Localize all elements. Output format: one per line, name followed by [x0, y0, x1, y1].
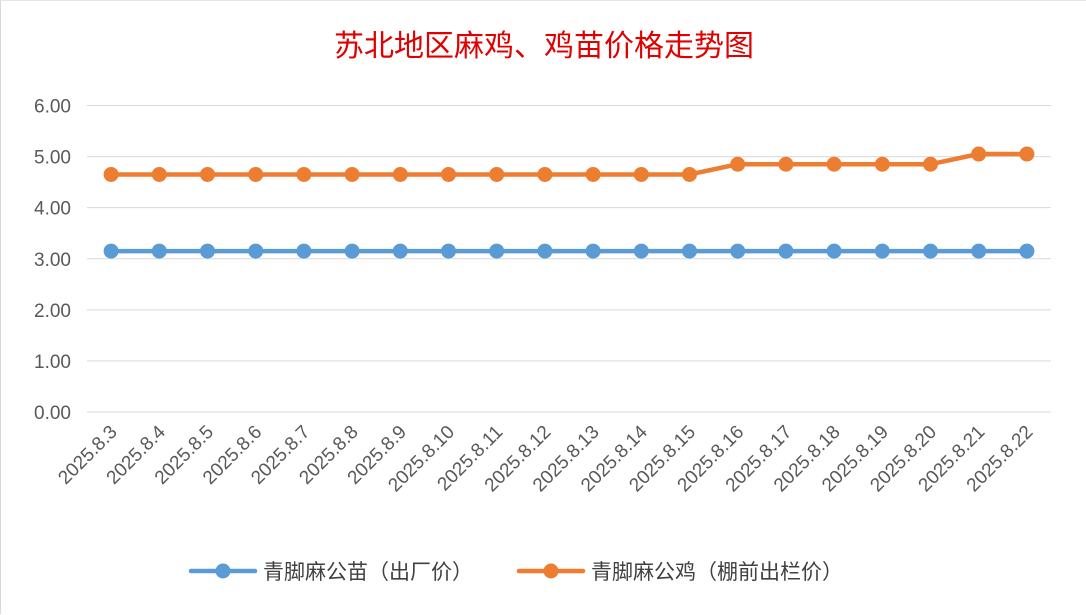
- data-point: [392, 243, 408, 259]
- y-tick-label: 1.00: [34, 352, 71, 373]
- legend-label: 青脚麻公鸡（棚前出栏价）: [591, 560, 843, 584]
- data-point: [971, 243, 987, 259]
- legend-marker: [543, 563, 559, 579]
- data-point: [826, 243, 842, 259]
- data-point: [248, 243, 264, 259]
- gridlines: [87, 105, 1051, 413]
- series-line: [108, 151, 1030, 177]
- data-point: [344, 166, 360, 182]
- data-point: [1019, 243, 1035, 259]
- data-point: [633, 166, 649, 182]
- y-tick-label: 6.00: [34, 97, 71, 118]
- data-point: [778, 156, 794, 172]
- legend-marker: [215, 563, 231, 579]
- data-point: [392, 166, 408, 182]
- data-point: [874, 243, 890, 259]
- data-point: [441, 243, 456, 259]
- y-tick-label: 5.00: [34, 148, 71, 169]
- data-point: [248, 166, 264, 182]
- data-point: [633, 243, 649, 259]
- legend: 青脚麻公苗（出厂价） 青脚麻公鸡（棚前出栏价）: [188, 560, 843, 584]
- data-point: [730, 156, 746, 172]
- data-point: [200, 243, 215, 259]
- data-point: [971, 146, 987, 162]
- data-point: [344, 243, 360, 259]
- data-point: [151, 243, 167, 259]
- data-point: [296, 166, 312, 182]
- y-tick-label: 4.00: [34, 199, 71, 220]
- data-point: [537, 166, 553, 182]
- data-point: [874, 156, 890, 172]
- data-point: [537, 243, 553, 259]
- data-point: [296, 243, 312, 259]
- chart-title: 苏北地区麻鸡、鸡苗价格走势图: [334, 29, 754, 64]
- data-point: [103, 166, 119, 182]
- data-point: [1019, 146, 1035, 162]
- data-point: [923, 156, 938, 172]
- data-point: [585, 166, 601, 182]
- data-point: [923, 243, 938, 259]
- data-point: [103, 243, 119, 259]
- legend-label: 青脚麻公苗（出厂价）: [263, 560, 473, 584]
- data-point: [682, 243, 697, 259]
- data-point: [826, 156, 842, 172]
- data-point: [200, 166, 215, 182]
- y-axis-ticks: 0.00 1.00 2.00 3.00 4.00 5.00 6.00: [34, 97, 71, 425]
- data-point: [489, 243, 505, 259]
- y-tick-label: 3.00: [34, 250, 71, 271]
- data-point: [441, 166, 456, 182]
- data-point: [730, 243, 746, 259]
- y-tick-label: 2.00: [34, 301, 71, 322]
- data-point: [682, 166, 697, 182]
- series-2: [103, 146, 1035, 182]
- series-layer: [103, 146, 1035, 259]
- x-axis-ticks: 2025.8.32025.8.42025.8.52025.8.62025.8.7…: [54, 421, 1037, 496]
- legend-item: 青脚麻公苗（出厂价）: [188, 560, 473, 584]
- data-point: [778, 243, 794, 259]
- data-point: [151, 166, 167, 182]
- data-point: [489, 166, 505, 182]
- data-point: [585, 243, 601, 259]
- y-tick-label: 0.00: [34, 403, 71, 424]
- series-1: [103, 243, 1035, 259]
- legend-item: 青脚麻公鸡（棚前出栏价）: [516, 560, 843, 584]
